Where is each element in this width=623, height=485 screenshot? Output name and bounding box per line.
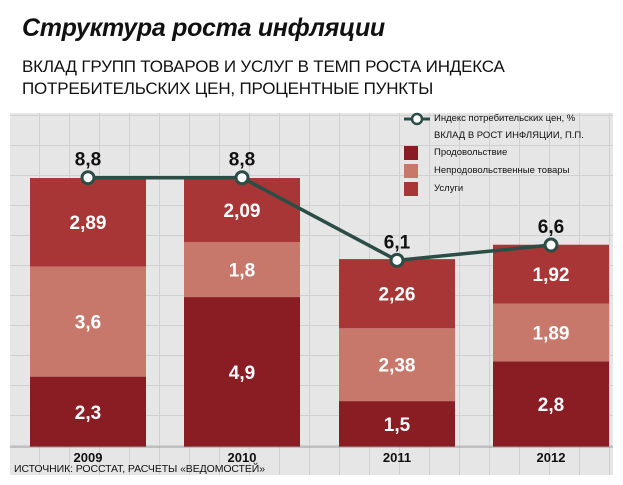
bar-2011-food	[339, 401, 455, 447]
bar-2009-services	[30, 178, 146, 267]
bar-2012-services	[493, 244, 609, 304]
subtitle-line-1: ВКЛАД ГРУПП ТОВАРОВ И УСЛУГ В ТЕМП РОСТА…	[22, 57, 505, 76]
bar-label-2012-nonfood: 1,89	[533, 323, 570, 344]
bar-label-2011-nonfood: 2,38	[379, 356, 416, 377]
cpi-label-2011: 6,1	[384, 232, 411, 253]
chart-subtitle: ВКЛАД ГРУПП ТОВАРОВ И УСЛУГ В ТЕМП РОСТА…	[22, 56, 505, 100]
cpi-point-2009	[80, 170, 96, 186]
bar-2011-services	[339, 259, 455, 329]
bar-label-2010-services: 2,09	[224, 201, 261, 222]
legend-cpi-label: Индекс потребительских цен, %	[434, 113, 576, 124]
bar-2009-nonfood	[30, 266, 146, 377]
bar-label-2011-services: 2,26	[379, 285, 416, 306]
legend-food-label: Продовольствие	[434, 147, 508, 158]
bar-label-2009-food: 2,3	[75, 403, 101, 424]
x-tick-label-2010: 2010	[228, 450, 257, 465]
bar-label-2009-nonfood: 3,6	[75, 313, 101, 334]
bar-2011-nonfood	[339, 328, 455, 402]
bar-label-2011-food: 1,5	[384, 415, 411, 436]
bar-2010-services	[184, 178, 300, 242]
legend-services-swatch	[404, 182, 418, 196]
legend-line-marker-icon	[404, 112, 430, 126]
legend-nonfood-label: Непродовольственные товары	[434, 165, 570, 176]
source-note: ИСТОЧНИК: РОССТАТ, РАСЧЕТЫ «ВЕДОМОСТЕЙ»	[14, 463, 265, 475]
legend-bars-heading: ВКЛАД В РОСТ ИНФЛЯЦИИ, П.П.	[434, 130, 584, 141]
cpi-point-2011	[389, 252, 405, 268]
header-panel	[10, 10, 613, 113]
bar-label-2009-services: 2,89	[70, 213, 107, 234]
legend-services-label: Услуги	[434, 183, 464, 194]
subtitle-line-2: ПОТРЕБИТЕЛЬСКИХ ЦЕН, ПРОЦЕНТНЫЕ ПУНКТЫ	[22, 79, 434, 98]
bar-2012-nonfood	[493, 303, 609, 362]
chart-title: Структура роста инфляции	[22, 14, 385, 42]
cpi-line	[88, 175, 552, 263]
legend-food-swatch	[404, 146, 418, 160]
bar-2012-food	[493, 361, 609, 447]
x-tick-label-2012: 2012	[537, 450, 566, 465]
legend-nonfood-swatch	[404, 164, 418, 178]
cpi-label-2010: 8,8	[229, 150, 255, 171]
bar-2009-food	[30, 376, 146, 447]
bar-2010-food	[184, 297, 300, 447]
bar-label-2010-nonfood: 1,8	[229, 261, 255, 282]
x-tick-label-2009: 2009	[74, 450, 103, 465]
cpi-point-2010	[234, 170, 250, 186]
x-tick-label-2011: 2011	[383, 450, 411, 465]
bar-2010-nonfood	[184, 241, 300, 298]
cpi-label-2009: 8,8	[75, 150, 101, 171]
bar-label-2012-services: 1,92	[533, 265, 570, 286]
bar-label-2010-food: 4,9	[229, 363, 255, 384]
bar-label-2012-food: 2,8	[538, 395, 564, 416]
cpi-point-2012	[543, 237, 559, 253]
cpi-label-2012: 6,6	[538, 217, 564, 238]
